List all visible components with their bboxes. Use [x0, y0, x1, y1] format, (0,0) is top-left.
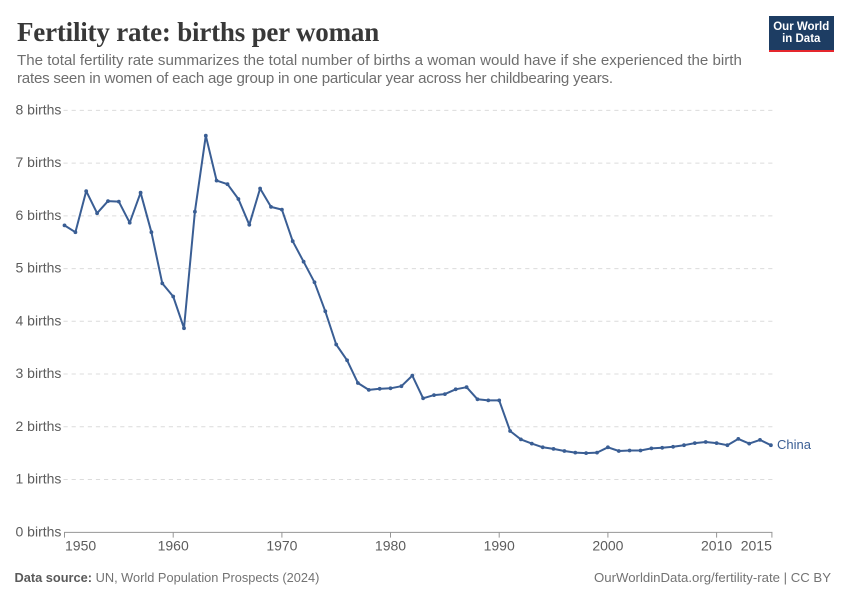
svg-text:1980: 1980 — [375, 537, 406, 553]
svg-text:1990: 1990 — [484, 537, 515, 553]
svg-text:1960: 1960 — [158, 537, 189, 553]
svg-text:1950: 1950 — [65, 537, 96, 553]
svg-text:5 births: 5 births — [16, 260, 62, 276]
svg-text:2010: 2010 — [701, 537, 732, 553]
svg-text:2000: 2000 — [592, 537, 623, 553]
svg-text:7 births: 7 births — [16, 154, 62, 170]
svg-text:China: China — [777, 437, 812, 452]
svg-text:6 births: 6 births — [16, 207, 62, 223]
svg-text:3 births: 3 births — [16, 365, 62, 381]
svg-text:1970: 1970 — [266, 537, 297, 553]
svg-text:4 births: 4 births — [16, 312, 62, 328]
svg-text:2015: 2015 — [741, 537, 772, 553]
svg-text:2 births: 2 births — [16, 418, 62, 434]
svg-text:8 births: 8 births — [16, 102, 62, 118]
svg-text:0 births: 0 births — [16, 524, 62, 540]
svg-text:1 births: 1 births — [16, 471, 62, 487]
